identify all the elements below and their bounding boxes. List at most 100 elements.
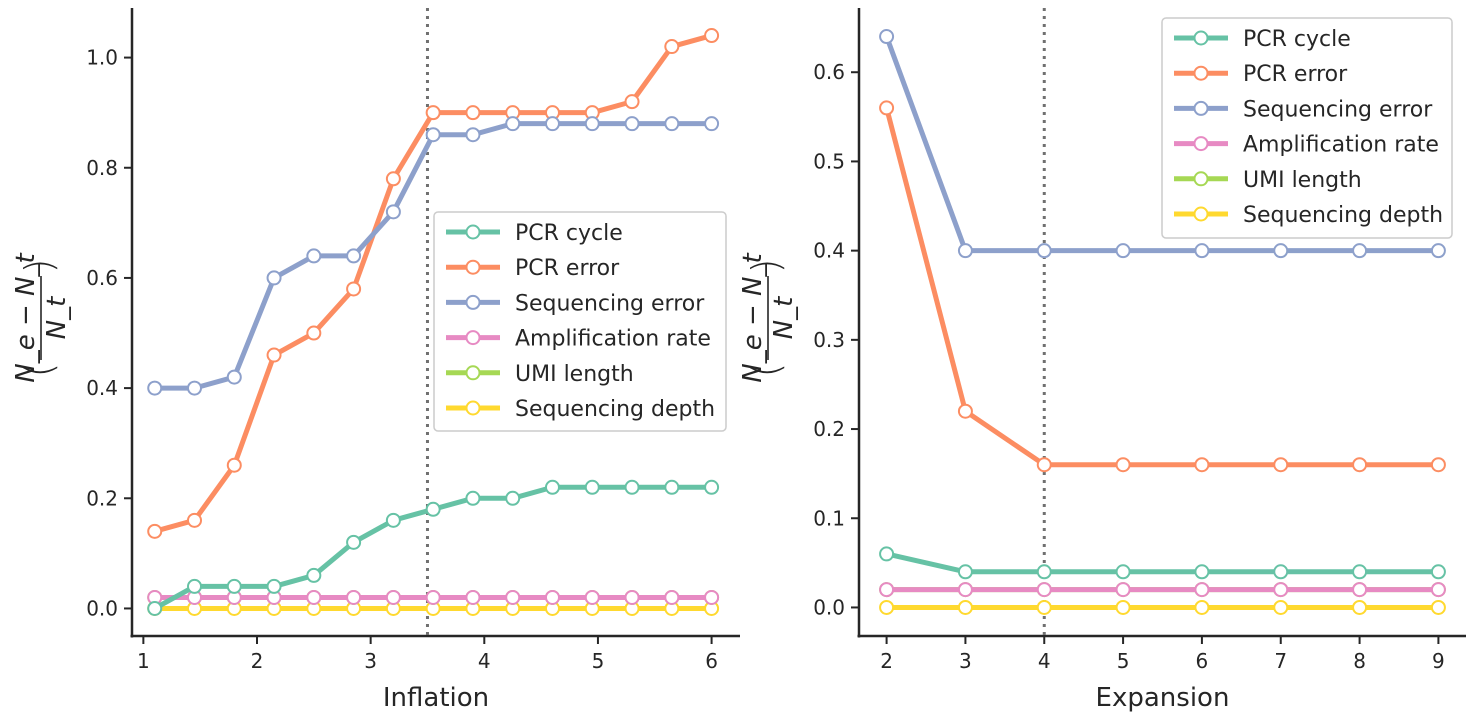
legend: PCR cycle PCR error Sequencing error Amplif… [433,211,727,432]
data-point [226,457,242,473]
data-point [957,599,973,615]
data-point [425,589,441,605]
data-point [1115,457,1131,473]
legend-item-pcr-cycle: PCR cycle [446,221,623,246]
expansion-panel: 2 3 4 5 6 7 8 90.00.10.20.30.40.50.6Expansion(N… [738,8,1466,713]
x-tick-label: 1 [137,649,150,673]
data-point [385,512,401,528]
data-point [584,479,600,495]
data-point [226,578,242,594]
data-point [1273,457,1289,473]
legend-item-pcr-cycle: PCR cycle [1174,27,1351,52]
data-point [346,281,362,297]
data-point [1430,599,1446,615]
x-tick-label: 5 [1117,649,1130,673]
x-tick-label: 7 [1274,649,1287,673]
data-point [385,171,401,187]
legend-frame [1161,17,1453,239]
x-tick-label: 6 [705,649,718,673]
data-point [147,600,163,616]
series-sequencing-error [147,116,720,396]
series-sequencing-error [879,29,1446,259]
x-tick-label: 2 [251,649,264,673]
series-amplification-rate [879,582,1446,598]
x-axis-label: Expansion [1096,683,1230,713]
x-axis-label: Inflation [383,683,489,713]
data-point [1194,582,1210,598]
data-point [1115,564,1131,580]
data-point [584,589,600,605]
series-line [884,551,1441,575]
y-label-open-paren: ( [17,363,61,378]
data-point [1430,582,1446,598]
legend-item-pcr-error: PCR error [446,256,620,281]
y-tick-label: 0.0 [86,596,118,620]
data-point [544,589,560,605]
data-point [1430,243,1446,259]
legend-swatch-marker [1193,171,1209,187]
data-point [147,380,163,396]
data-point [624,116,640,132]
legend-item-amplification-rate: Amplification rate [446,327,711,352]
legend-label: PCR error [515,256,620,281]
data-point [879,582,895,598]
legend-swatch-marker [465,400,481,416]
data-point [1352,582,1368,598]
data-point [1115,582,1131,598]
y-tick-label: 0.2 [813,417,845,441]
legend-label: UMI length [515,362,634,387]
legend-item-sequencing-error: Sequencing error [446,291,705,316]
legend-label: Sequencing depth [1243,203,1443,228]
data-point [306,248,322,264]
data-point [1430,457,1446,473]
data-point [1430,564,1446,580]
y-label-close-paren: ) [17,259,61,274]
legend-item-amplification-rate: Amplification rate [1174,133,1439,158]
data-point [664,589,680,605]
data-point [425,105,441,121]
data-point [1036,582,1052,598]
data-point [1194,564,1210,580]
series-line [884,34,1441,254]
data-point [584,116,600,132]
y-tick-label: 0.1 [813,506,845,530]
data-point [226,369,242,385]
data-point [1115,599,1131,615]
legend-swatch-marker [465,259,481,275]
data-point [465,490,481,506]
x-tick-label: 3 [364,649,377,673]
y-axis-label: (N_e − N_t N_t) [11,252,72,382]
data-point [266,270,282,286]
data-point [266,578,282,594]
data-point [1352,599,1368,615]
legend-label: Sequencing depth [515,397,715,422]
data-point [465,589,481,605]
legend-swatch-marker [465,330,481,346]
legend-swatch-marker [1193,65,1209,81]
y-tick-label: 0.6 [813,60,845,84]
series-pcr-cycle [147,479,720,616]
x-tick-label: 6 [1196,649,1209,673]
y-label-denominator: N_t [769,296,799,339]
data-point [425,127,441,143]
data-point [505,589,521,605]
y-tick-label: 1.0 [86,46,118,70]
data-point [704,116,720,132]
y-label-numerator: N_e − N_t [11,252,41,382]
data-point [1352,564,1368,580]
data-point [1352,243,1368,259]
series-pcr-cycle [879,546,1446,580]
data-point [1036,564,1052,580]
legend-swatch-marker [1193,100,1209,116]
data-point [624,94,640,110]
legend-swatch-marker [465,294,481,310]
legend-swatch-marker [465,224,481,240]
data-point [879,100,895,116]
legend-swatch-marker [1193,30,1209,46]
series-sequencing-depth [879,599,1446,615]
legend-label: Sequencing error [515,291,705,316]
x-tick-label: 8 [1353,649,1366,673]
data-point [624,479,640,495]
data-point [266,347,282,363]
data-point [544,479,560,495]
